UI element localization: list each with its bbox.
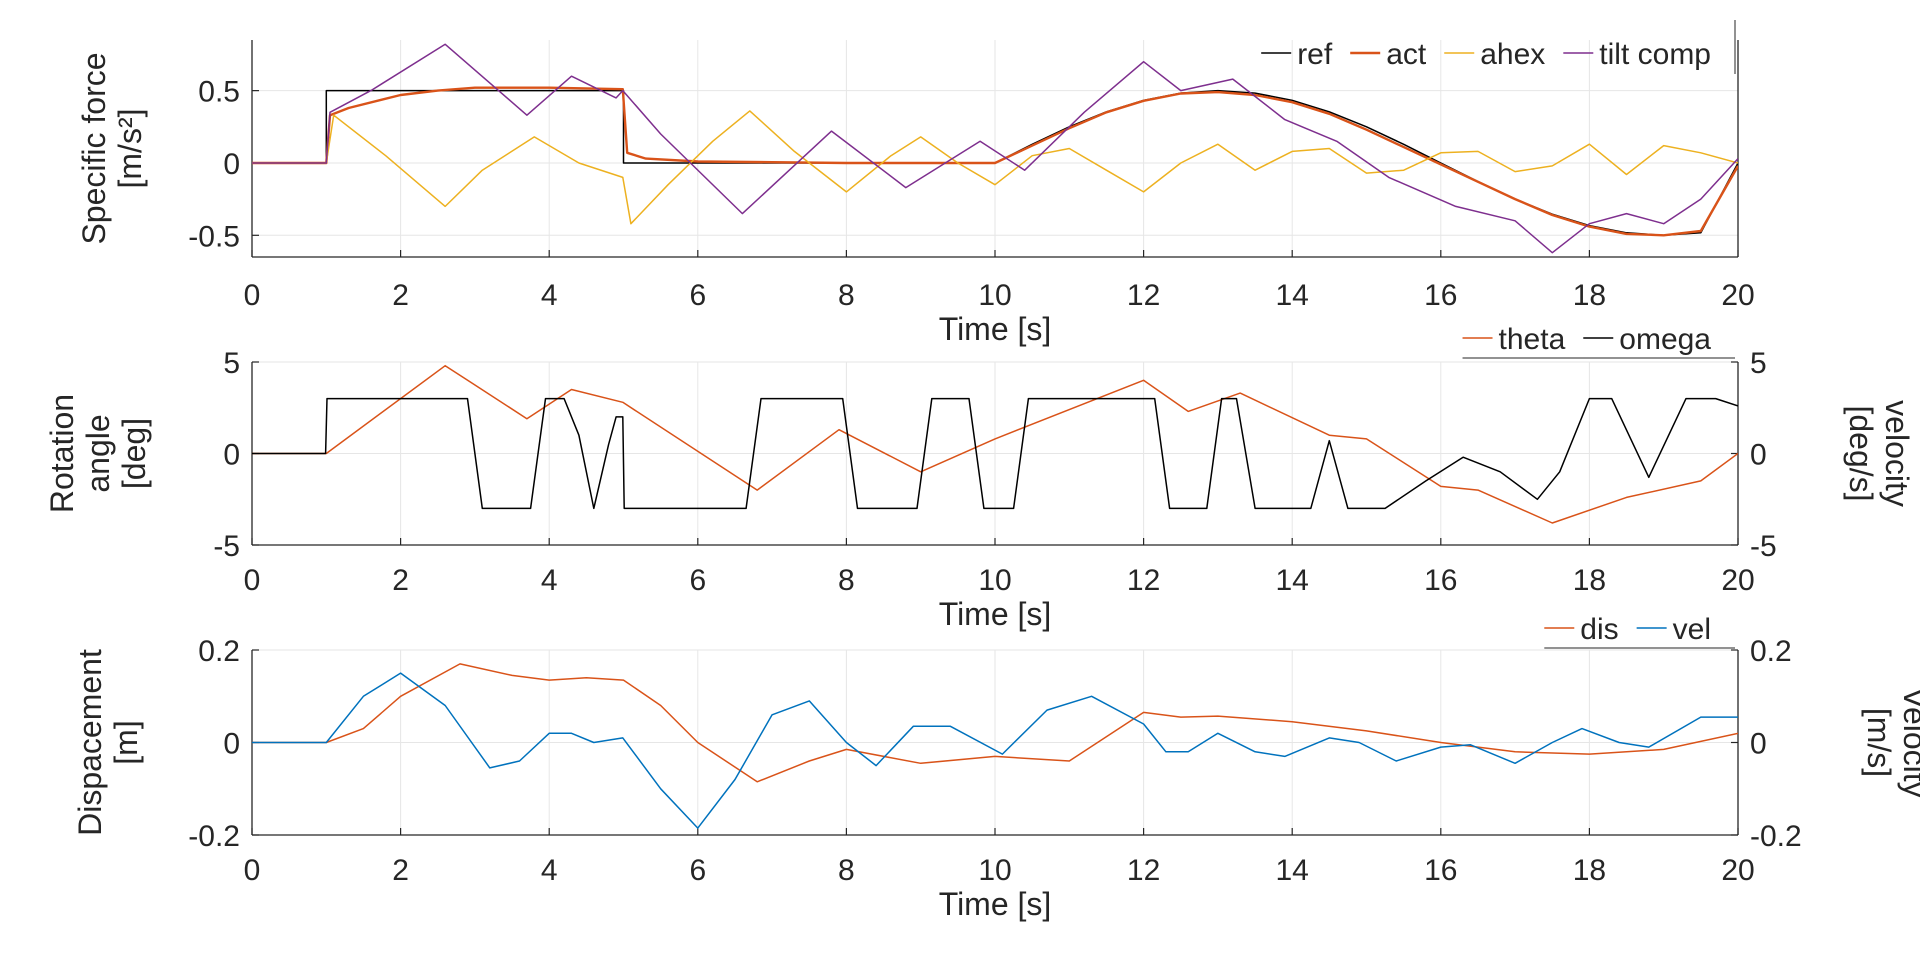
x-tick-label: 2 [392,564,409,597]
y-right-axis-label-line: [m/s] [1861,708,1897,777]
x-tick-label: 16 [1424,279,1457,312]
x-tick-label: 2 [392,854,409,887]
y-right-tick-label: -5 [1750,530,1777,563]
y-right-axis-label: Rotationalvelocity[deg/s] [1843,381,1920,525]
legend-label: ref [1297,38,1333,71]
series-group [252,663,1738,829]
x-tick-label: 0 [244,854,261,887]
x-tick-label: 14 [1276,564,1309,597]
x-tick-label: 4 [541,854,558,887]
y-right-tick-label: 5 [1750,347,1767,380]
y-axis-label: Specific force[m/s²] [76,52,148,244]
x-tick-label: 18 [1573,564,1606,597]
y-right-tick-label: 0 [1750,728,1767,761]
x-tick-label: 0 [244,564,261,597]
legend: ref act ahex tilt comp [1261,20,1736,74]
series-line-act [252,86,1738,237]
series-line-vel [252,672,1738,829]
x-tick-label: 20 [1721,564,1754,597]
x-axis-label: Time [s] [939,596,1052,632]
x-tick-label: 2 [392,279,409,312]
x-tick-label: 14 [1276,279,1309,312]
y-tick-label: 0 [223,148,240,181]
legend-label: act [1386,38,1427,71]
y-axis-label-line: Dispacement [72,649,108,836]
x-tick-label: 8 [838,854,855,887]
legend-label: ahex [1480,38,1545,71]
y-right-tick-label: 0.2 [1750,635,1792,668]
y-right-axis-label-line: [deg/s] [1843,405,1879,501]
y-axis-label-line: [m/s²] [112,109,148,189]
series-group [252,43,1738,254]
x-tick-label: 8 [838,279,855,312]
y-tick-label: 0 [223,439,240,472]
series-line-dis [252,663,1738,783]
x-tick-label: 0 [244,279,261,312]
x-tick-label: 12 [1127,854,1160,887]
x-tick-label: 18 [1573,279,1606,312]
x-tick-label: 8 [838,564,855,597]
x-tick-label: 16 [1424,854,1457,887]
x-tick-label: 10 [978,279,1011,312]
y-tick-label: 5 [223,347,240,380]
y-axis-label-line: [m] [108,720,144,764]
x-axis-label: Time [s] [939,886,1052,922]
y-right-axis-label: Velocity[m/s] [1861,687,1920,797]
series-line-theta [252,364,1738,524]
y-axis-label-line: Specific force [76,52,112,244]
y-tick-label: 0.5 [198,76,240,109]
legend: dis vel [1544,613,1735,649]
legend-label: omega [1619,323,1711,356]
y-axis-label-line: [deg] [116,418,152,489]
x-tick-label: 6 [689,279,706,312]
y-tick-label: -5 [213,530,240,563]
x-tick-label: 6 [689,564,706,597]
y-right-axis-label-line: Velocity [1897,687,1920,797]
x-axis-label: Time [s] [939,311,1052,347]
x-tick-label: 10 [978,564,1011,597]
series-line-tilt-comp [252,43,1738,254]
y-right-tick-label: -0.2 [1750,820,1802,853]
x-tick-label: 20 [1721,279,1754,312]
x-tick-label: 20 [1721,854,1754,887]
y-right-axis-label-line: velocity [1879,400,1915,507]
x-tick-label: 4 [541,279,558,312]
y-axis-label-line: Rotation [44,394,80,513]
x-tick-label: 12 [1127,564,1160,597]
grid [251,649,1739,836]
legend-label: tilt comp [1599,38,1711,71]
y-axis-label: Dispacement[m] [72,649,144,836]
y-tick-label: -0.2 [188,820,240,853]
y-axis-label: Rotationangle[deg] [44,394,152,513]
series-line-omega [252,397,1738,510]
y-right-tick-label: 0 [1750,439,1767,472]
x-tick-label: 16 [1424,564,1457,597]
grid [251,40,1739,257]
legend-label: dis [1580,613,1618,646]
y-right-axis-label-line: Rotational [1915,381,1920,525]
y-axis-label-line: angle [80,414,116,492]
x-tick-label: 4 [541,564,558,597]
series-line-ahex [252,110,1738,225]
x-tick-label: 6 [689,854,706,887]
y-tick-label: 0 [223,728,240,761]
x-tick-label: 14 [1276,854,1309,887]
x-tick-label: 18 [1573,854,1606,887]
series-group [252,364,1738,524]
y-tick-label: 0.2 [198,635,240,668]
x-tick-label: 10 [978,854,1011,887]
legend: theta omega [1462,323,1735,359]
y-tick-label: -0.5 [188,220,240,253]
x-tick-label: 12 [1127,279,1160,312]
legend-label: vel [1673,613,1711,646]
legend-label: theta [1499,323,1566,356]
